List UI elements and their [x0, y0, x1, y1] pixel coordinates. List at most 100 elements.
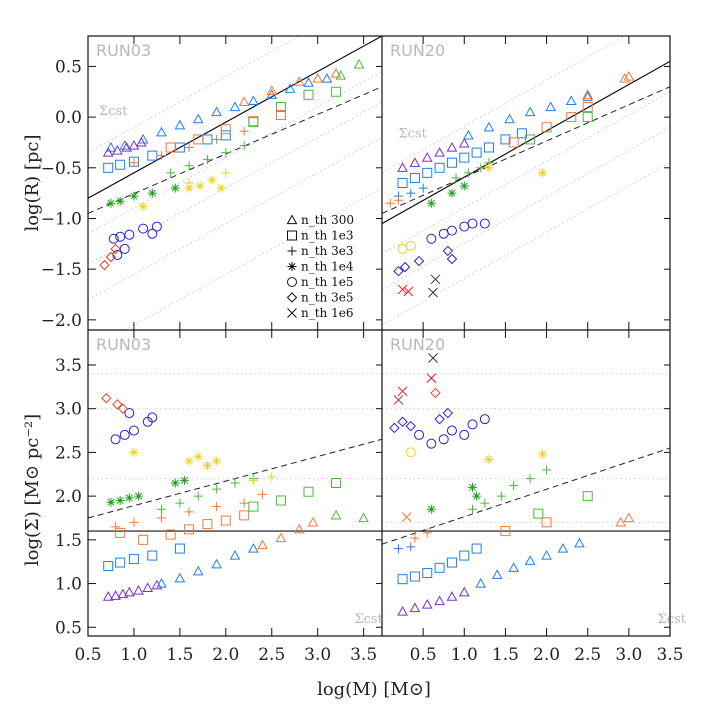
data-point-asterisk — [195, 181, 205, 191]
data-point-triangle — [229, 101, 241, 112]
data-point-triangle — [238, 96, 250, 106]
data-point-diamond — [434, 413, 445, 425]
data-point-plus — [157, 151, 166, 161]
data-point-triangle — [358, 512, 369, 523]
data-point-triangle — [121, 141, 132, 152]
data-point-triangle — [330, 67, 342, 78]
data-point-asterisk — [426, 198, 436, 208]
reference-line-solid — [88, 36, 382, 199]
data-point-plus — [542, 465, 552, 475]
data-point-diamond — [446, 253, 458, 265]
data-point-diamond — [99, 259, 110, 271]
data-point-circle — [147, 228, 158, 239]
data-point-circle — [426, 438, 437, 449]
data-point-square — [103, 162, 114, 173]
data-point-square — [331, 86, 342, 97]
guide-line-dotted — [88, 36, 301, 154]
data-point-triangle — [110, 590, 121, 600]
data-point-square — [275, 101, 286, 112]
data-point-square — [165, 529, 176, 540]
legend-marker-triangle — [286, 214, 298, 225]
data-point-triangle — [574, 537, 585, 548]
data-point-triangle — [483, 121, 495, 132]
data-point-asterisk — [193, 452, 203, 462]
data-point-diamond — [397, 416, 408, 428]
data-point-triangle — [541, 550, 552, 560]
data-point-plus — [258, 489, 268, 499]
legend-label: n_th 3e3 — [301, 244, 353, 258]
legend-label: n_th 1e4 — [301, 260, 354, 274]
data-point-triangle — [623, 71, 635, 81]
data-point-triangle — [446, 591, 458, 601]
data-point-square — [115, 527, 126, 538]
data-point-plus — [451, 173, 461, 183]
data-point-square — [331, 478, 342, 488]
data-point-triangle — [335, 70, 347, 80]
data-point-triangle — [123, 586, 135, 597]
data-point-plus — [221, 148, 231, 158]
data-point-plus — [129, 517, 139, 527]
y-tick-label: −0.5 — [41, 159, 82, 179]
data-point-square — [115, 557, 126, 568]
data-point-triangle — [135, 136, 147, 147]
data-point-diamond — [442, 245, 454, 257]
data-point-cross — [401, 512, 412, 522]
data-point-square — [397, 178, 408, 188]
data-point-plus — [212, 134, 222, 144]
data-point-plus — [406, 188, 416, 198]
data-point-plus — [184, 507, 194, 517]
data-point-triangle — [458, 586, 470, 597]
data-point-triangle — [128, 139, 140, 150]
panel-tr — [382, 36, 670, 326]
data-point-asterisk — [212, 456, 222, 466]
data-point-square — [422, 568, 433, 579]
data-point-triangle — [321, 73, 333, 83]
x-tick-label: 1.5 — [492, 645, 519, 665]
data-point-circle — [459, 221, 470, 232]
data-point-plus — [129, 158, 139, 168]
guide-line-dotted — [382, 91, 670, 255]
data-point-triangle — [266, 85, 278, 95]
data-point-triangle — [446, 141, 458, 152]
data-point-plus — [239, 140, 249, 150]
x-tick-label: 3.5 — [350, 645, 377, 665]
data-point-square — [239, 510, 250, 521]
data-point-asterisk — [115, 196, 125, 206]
data-point-plus — [468, 504, 478, 514]
x-tick-label: 2.0 — [533, 645, 560, 665]
y-tick-label: 1.0 — [55, 575, 82, 595]
y-tick-label: −1.0 — [41, 209, 82, 229]
data-point-square — [115, 159, 126, 170]
data-point-asterisk — [124, 493, 134, 503]
data-point-circle — [108, 233, 119, 244]
data-point-diamond — [101, 392, 112, 404]
data-point-plus — [463, 168, 473, 178]
data-point-plus — [422, 528, 432, 538]
data-point-plus — [157, 513, 166, 523]
data-point-square — [508, 137, 519, 148]
data-point-square — [409, 571, 420, 582]
data-point-triangle — [557, 543, 569, 553]
sigma-cst-label: Σcst — [99, 104, 128, 119]
guide-line-dotted — [88, 101, 382, 265]
data-point-square — [303, 89, 314, 100]
data-point-circle — [110, 434, 121, 445]
data-point-circle — [446, 225, 457, 236]
data-point-asterisk — [216, 183, 226, 193]
data-point-triangle — [174, 572, 186, 583]
data-point-square — [147, 150, 158, 161]
data-point-plus — [509, 481, 519, 491]
data-point-triangle — [475, 578, 487, 588]
data-point-plus — [239, 498, 249, 508]
data-point-triangle — [293, 76, 305, 86]
data-point-triangle — [565, 95, 577, 105]
data-point-circle — [119, 243, 130, 254]
data-point-circle — [405, 240, 416, 251]
data-point-asterisk — [129, 191, 139, 201]
data-point-triangle — [504, 113, 515, 124]
data-point-triangle — [421, 152, 433, 162]
data-point-plus — [385, 198, 395, 208]
data-point-plus — [175, 498, 185, 508]
data-point-circle — [438, 434, 449, 445]
data-point-square — [582, 101, 593, 112]
